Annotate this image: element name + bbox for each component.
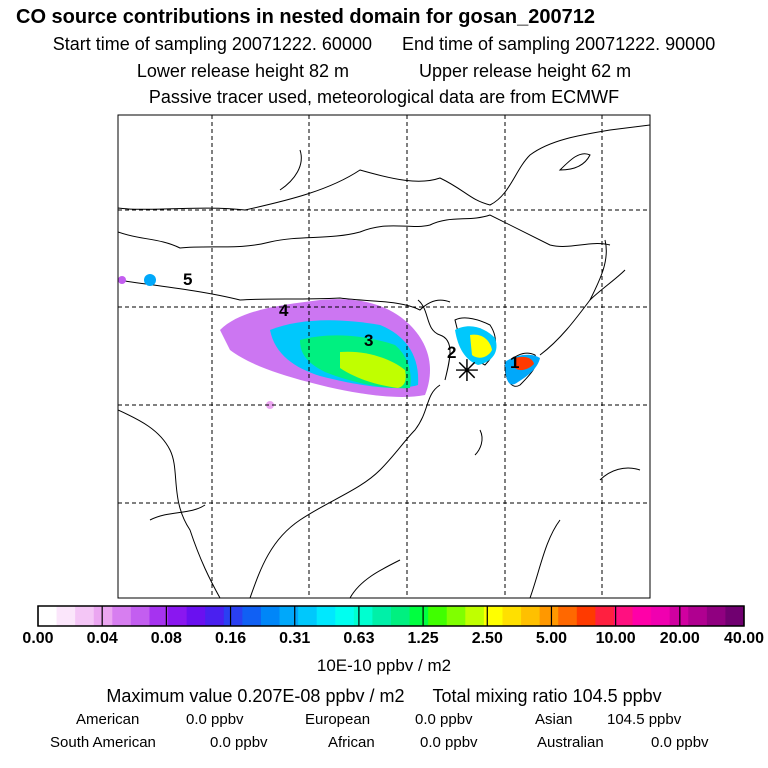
colorbar-cell [595,606,615,626]
colorbar-tick-label: 0.00 [22,630,54,647]
colorbar-tick-label: 0.04 [86,630,118,647]
tracer-note: Passive tracer used, meteorological data… [148,87,620,107]
colorbar-cell [186,606,206,626]
lower-release-height: Lower release height 82 m [136,61,349,81]
colorbar-cell [205,606,225,626]
colorbar-cell [539,606,559,626]
colorbar-tick-label: 2.50 [471,630,503,647]
colorbar-cell [409,606,429,626]
colorbar-cell [521,606,541,626]
colorbar-cell [372,606,392,626]
colorbar-cell [279,606,299,626]
region-name-south-american: South American [50,734,156,751]
region-name-australian: Australian [537,734,604,751]
total-mixing-ratio: Total mixing ratio 104.5 ppbv [432,686,662,706]
region-name-american: American [76,711,140,728]
colorbar-cell [465,606,485,626]
colorbar-cell [502,606,522,626]
colorbar-tick-label: 20.00 [659,630,700,647]
colorbar-cell [168,606,188,626]
region-name-european: European [305,711,371,728]
region-value-australian: 0.0 ppbv [651,734,709,751]
region-name-asian: Asian [535,711,573,728]
colorbar-cell [149,606,169,626]
marker-5: 5 [183,270,192,289]
source-markers: 1 2 3 4 5 [183,270,519,372]
region-value-african: 0.0 ppbv [420,734,478,751]
marker-2: 2 [447,343,456,362]
sampling-times: Start time of sampling 20071222. 60000 En… [0,34,768,55]
colorbar-cell [483,606,503,626]
colorbar-unit: 10E-10 ppbv / m2 [316,656,452,675]
colorbar-cell [112,606,132,626]
receptor-asterisk-icon: ✳ [454,354,479,389]
region-value-asian: 104.5 ppbv [607,711,682,728]
colorbar-cell [223,606,243,626]
summary-stats: Maximum value 0.207E-08 ppbv / m2 Total m… [0,686,768,707]
colorbar-cell [242,606,262,626]
end-time: End time of sampling 20071222. 90000 [401,34,716,54]
region-value-american: 0.0 ppbv [186,711,244,728]
colorbar-cell [260,606,281,626]
colorbar-cell [38,606,58,626]
colorbar-cell [651,606,671,626]
colorbar-tick-label: 0.31 [279,630,311,647]
colorbar-tick-label: 40.00 [723,630,765,647]
marker-1: 1 [510,353,519,372]
colorbar-cell [428,606,448,626]
release-heights: Lower release height 82 m Upper release h… [0,61,768,82]
plume-contours [118,274,540,409]
colorbar-cell [75,606,95,626]
colorbar-cell [56,606,76,626]
colorbar-tick-label: 0.63 [343,630,375,647]
colorbar-cell [93,606,113,626]
colorbar-tick-label: 0.16 [214,630,247,647]
colorbar-cell [706,606,726,626]
colorbar-cell [632,606,652,626]
colorbar-cell [298,606,318,626]
colorbar-cell [613,606,634,626]
colorbar-tick-label: 5.00 [535,630,568,647]
colorbar-cell [446,606,466,626]
map-frame [117,114,651,599]
region-value-european: 0.0 ppbv [415,711,473,728]
region-value-south-american: 0.0 ppbv [210,734,268,751]
start-time: Start time of sampling 20071222. 60000 [52,34,372,54]
colorbar-cell [558,606,578,626]
max-value: Maximum value 0.207E-08 ppbv / m2 [106,686,405,706]
grid-lines [118,115,650,598]
colorbar-tick-label: 0.08 [150,630,182,647]
plot-title: CO source contributions in nested domain… [16,6,596,28]
marker-3: 3 [364,331,373,350]
marker-4: 4 [279,301,289,320]
colorbar-tick-label: 1.25 [407,630,439,647]
colorbar-cell [576,606,596,626]
colorbar-cell [316,606,336,626]
upper-release-height: Upper release height 62 m [419,61,632,81]
colorbar-cell [688,606,708,626]
colorbar-tick-label: 10.00 [595,630,636,647]
colorbar-cell [353,606,373,626]
colorbar-cell [335,606,355,626]
region-name-african: African [328,734,375,751]
colorbar-cell [130,606,150,626]
colorbar-cell [391,606,411,626]
colorbar-cell [725,606,745,626]
